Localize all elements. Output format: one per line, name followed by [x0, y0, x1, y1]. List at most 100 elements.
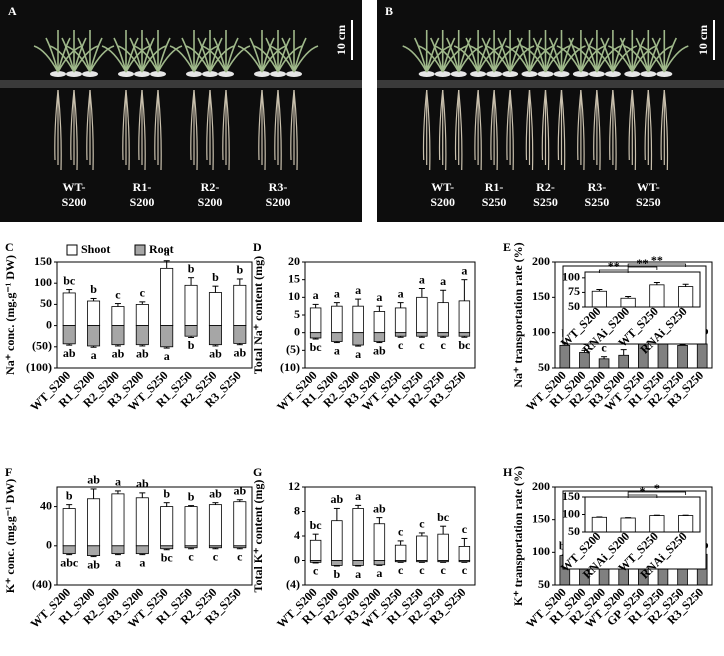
leaf	[77, 37, 91, 73]
significance-letter: a	[313, 288, 319, 302]
bar	[233, 284, 247, 327]
pot	[150, 71, 166, 77]
y-tick-label: 12	[288, 479, 300, 493]
panel-letter: E	[503, 240, 511, 254]
root	[509, 89, 514, 171]
legend-label: Shoot	[81, 242, 110, 256]
significance-letter: c	[419, 563, 425, 577]
leaf	[237, 45, 263, 73]
leaf	[556, 45, 582, 73]
leaf	[485, 45, 511, 73]
leaf	[544, 37, 559, 73]
leaf	[225, 37, 239, 73]
pot	[553, 71, 570, 77]
bar	[208, 292, 222, 327]
panel-letter: G	[253, 465, 262, 479]
significance-letter: b	[163, 486, 170, 500]
bar	[416, 560, 428, 563]
root	[89, 89, 94, 171]
photo-label: S250	[482, 195, 507, 209]
plot-frame	[584, 271, 701, 308]
bar	[184, 545, 198, 549]
plot-frame	[584, 496, 701, 533]
significance-letter: ab	[209, 486, 222, 500]
bar	[160, 506, 174, 547]
pot	[270, 71, 286, 77]
bar	[135, 303, 149, 326]
root	[290, 89, 295, 161]
photo-label: S200	[430, 195, 455, 209]
y-tick-label: 100	[562, 270, 580, 284]
root	[560, 89, 566, 171]
pot	[572, 71, 589, 77]
bar	[111, 493, 125, 547]
leaf	[588, 45, 614, 73]
photo-label: S250	[636, 195, 661, 209]
leaf	[477, 37, 491, 73]
y-tick-label: 40	[40, 498, 52, 512]
leaf	[49, 45, 75, 73]
significance-letter: bc	[310, 518, 323, 532]
significance-letter: a	[419, 272, 425, 286]
root	[426, 89, 431, 171]
significance-letter: c	[462, 563, 468, 577]
scale-label: 10 cm	[334, 25, 348, 55]
bar	[458, 560, 471, 563]
root	[660, 89, 665, 161]
pot	[418, 71, 435, 77]
leaf	[608, 45, 634, 73]
y-tick-label: 10	[288, 289, 300, 303]
leaf	[509, 45, 535, 73]
significance-letter: a	[115, 555, 121, 569]
photo-label: S200	[198, 195, 223, 209]
bar	[62, 545, 76, 555]
bar	[352, 305, 364, 334]
plot-frame	[304, 486, 476, 586]
y-tick-label: 100	[532, 544, 550, 558]
bar	[394, 544, 407, 561]
bar	[331, 520, 343, 561]
bar	[208, 545, 222, 549]
photo-label: S200	[266, 195, 291, 209]
bar	[331, 332, 343, 342]
leaf	[117, 45, 143, 73]
panel-letter: C	[5, 240, 14, 254]
leaf	[481, 37, 495, 73]
leaf	[157, 45, 183, 73]
y-tick-label: 5	[294, 307, 300, 321]
leaf	[453, 45, 479, 73]
bar	[87, 498, 101, 547]
bar	[373, 560, 386, 566]
leaf	[57, 37, 71, 73]
significance-letter: c	[237, 549, 243, 563]
pot	[588, 71, 605, 77]
significance-bracket	[598, 269, 629, 273]
y-tick-label: (4)	[286, 577, 300, 591]
bar	[373, 523, 386, 561]
y-tick-label: (100)	[26, 360, 52, 374]
leaf	[596, 45, 622, 73]
significance-letter: bc	[161, 550, 174, 564]
bar	[458, 300, 471, 334]
significance-letter: a	[355, 347, 361, 361]
root	[422, 89, 428, 161]
bar	[394, 332, 407, 337]
leaf	[505, 45, 531, 73]
leaf	[293, 37, 307, 73]
pot	[537, 71, 554, 77]
leaf	[572, 45, 598, 73]
photo-label: R1-	[133, 180, 152, 194]
root	[628, 89, 633, 161]
leaf	[493, 37, 507, 73]
bar	[352, 332, 364, 346]
y-tick-label: 20	[288, 254, 300, 268]
significance-letter: c	[115, 287, 121, 301]
leaf	[560, 45, 586, 73]
photo-label: WT-	[637, 180, 660, 194]
root	[663, 89, 669, 171]
pot	[434, 71, 451, 77]
leaf	[425, 37, 440, 73]
pot	[486, 71, 503, 77]
leaf	[45, 37, 59, 73]
